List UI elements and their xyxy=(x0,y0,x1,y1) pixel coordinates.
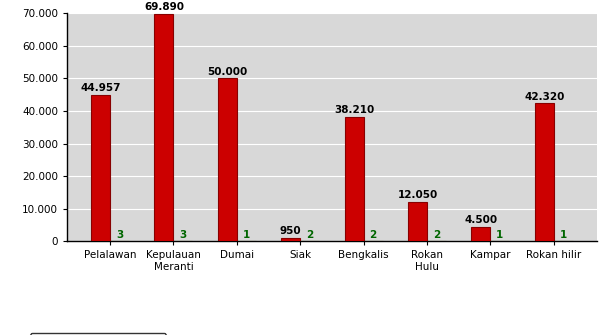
Bar xyxy=(155,14,174,241)
Text: 3: 3 xyxy=(116,229,123,240)
Text: 50.000: 50.000 xyxy=(207,67,247,77)
Bar xyxy=(345,117,364,241)
Text: 1: 1 xyxy=(560,229,567,240)
Text: 4.500: 4.500 xyxy=(464,215,498,225)
Bar xyxy=(281,238,300,241)
Text: 38.210: 38.210 xyxy=(334,105,374,115)
Text: 950: 950 xyxy=(280,226,301,237)
Text: 1: 1 xyxy=(496,229,504,240)
Text: 42.320: 42.320 xyxy=(524,92,565,102)
Bar xyxy=(471,226,490,241)
Text: 2: 2 xyxy=(433,229,440,240)
Bar xyxy=(218,78,237,241)
Legend: Luas lahan Konflik: Luas lahan Konflik xyxy=(30,333,166,335)
Text: 44.957: 44.957 xyxy=(80,83,121,93)
Bar xyxy=(408,202,427,241)
Bar xyxy=(91,95,110,241)
Text: 2: 2 xyxy=(370,229,377,240)
Text: 69.890: 69.890 xyxy=(144,2,184,12)
Text: 3: 3 xyxy=(179,229,186,240)
Text: 1: 1 xyxy=(243,229,250,240)
Bar xyxy=(535,104,554,241)
Text: 12.050: 12.050 xyxy=(397,190,438,200)
Text: 2: 2 xyxy=(306,229,314,240)
